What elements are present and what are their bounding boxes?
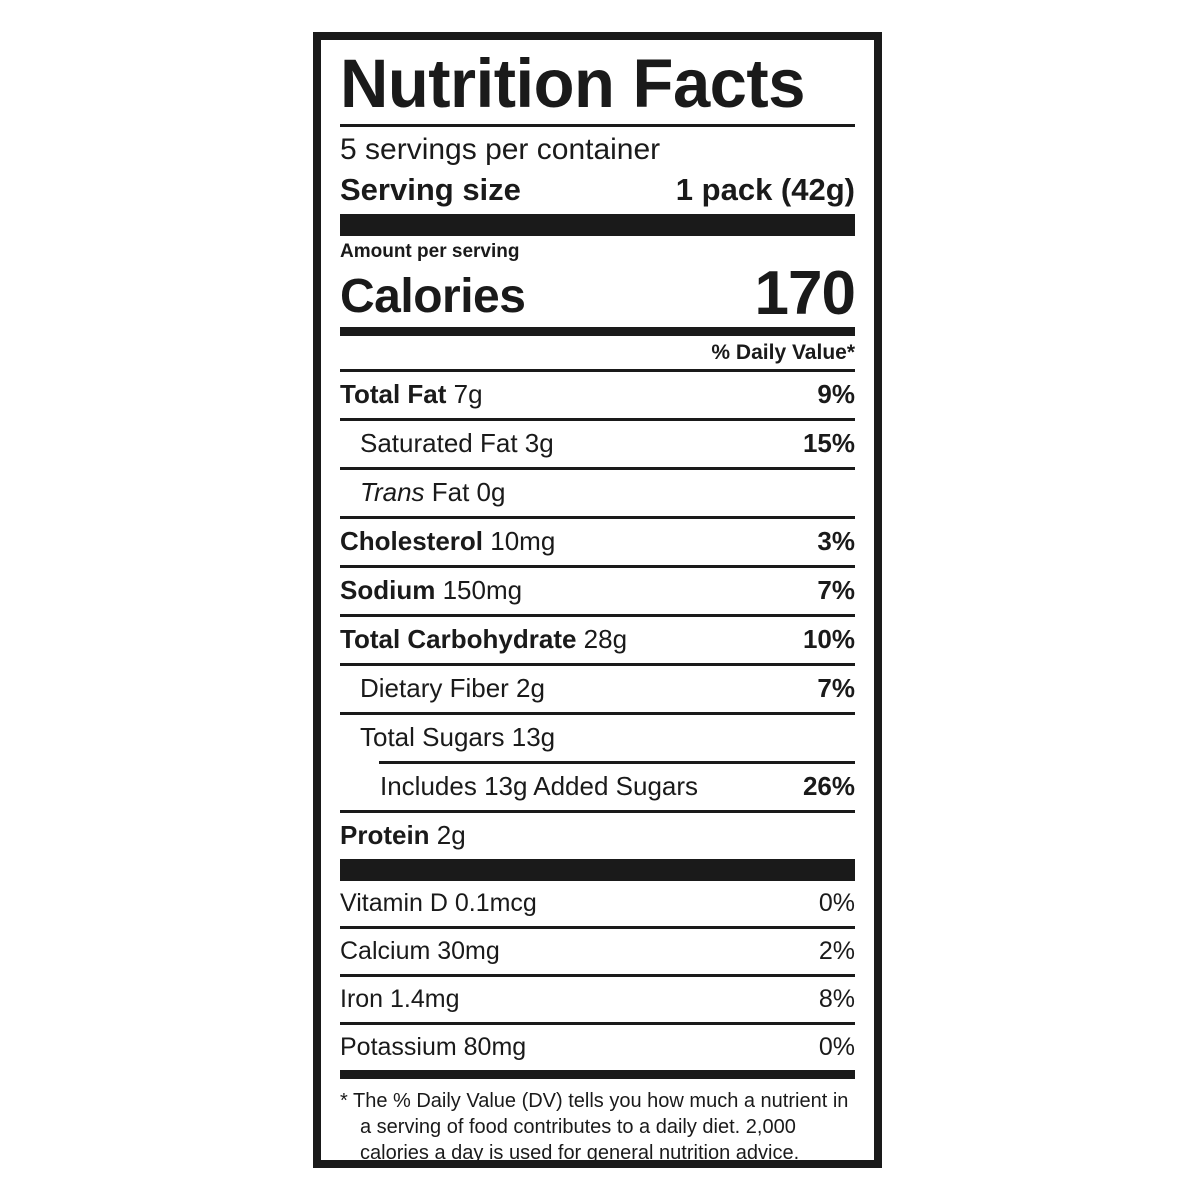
nutrient-name: Total Sugars 13g	[360, 722, 556, 752]
nutrient-name: Total Fat 7g	[340, 379, 483, 409]
vitamin-row: Potassium 80mg 0%	[340, 1025, 855, 1070]
nutrient-row: Cholesterol 10mg 3%	[340, 519, 855, 565]
nutrient-divider	[340, 516, 855, 519]
calories-label: Calories	[340, 270, 526, 323]
vitamin-name: Iron 1.4mg	[340, 985, 460, 1013]
vitamin-name: Vitamin D 0.1mcg	[340, 889, 537, 917]
nutrient-divider	[340, 712, 855, 715]
serving-size-value: 1 pack (42g)	[675, 172, 855, 207]
nutrient-divider	[379, 761, 855, 764]
calories-row: Calories 170	[340, 259, 856, 328]
nutrient-row: Trans Fat 0g	[340, 470, 855, 516]
vitamin-daily-value: 2%	[818, 937, 855, 965]
calories-divider	[340, 327, 855, 336]
nutrient-name: Saturated Fat 3g	[360, 428, 554, 458]
nutrient-name: Trans Fat 0g	[360, 477, 506, 507]
title-divider	[340, 124, 855, 127]
nutrient-daily-value: 10%	[802, 624, 855, 654]
nutrient-row: Sodium 150mg 7%	[340, 568, 855, 614]
nutrient-name: Total Carbohydrate 28g	[340, 624, 628, 654]
vitamin-daily-value: 8%	[818, 985, 855, 1013]
nutrient-name-bold: Protein	[340, 820, 430, 850]
nutrient-list: Total Fat 7g 9% Saturated Fat 3g 15% Trans F…	[340, 372, 855, 859]
vitamin-row: Calcium 30mg 2%	[340, 929, 855, 974]
nutrient-name: Protein 2g	[340, 820, 466, 850]
vitamin-name: Calcium 30mg	[340, 937, 500, 965]
nutrient-name-bold: Total Fat	[340, 379, 447, 409]
nutrition-facts-label: Nutrition Facts 5 servings per container…	[313, 32, 882, 1168]
protein-thick-divider	[340, 859, 855, 881]
vitamin-row: Vitamin D 0.1mcg 0%	[340, 881, 855, 926]
nutrient-name-bold: Total Carbohydrate	[340, 624, 577, 654]
nutrient-name: Cholesterol 10mg	[340, 526, 556, 556]
nutrient-name: Includes 13g Added Sugars	[380, 771, 699, 801]
nutrient-row: Protein 2g	[340, 813, 855, 859]
nutrient-row: Total Carbohydrate 28g 10%	[340, 617, 855, 663]
nutrient-daily-value: 26%	[802, 771, 855, 801]
vitamin-row: Iron 1.4mg 8%	[340, 977, 855, 1022]
nutrient-row: Includes 13g Added Sugars 26%	[340, 764, 855, 810]
serving-size-row: Serving size 1 pack (42g)	[340, 171, 855, 214]
nutrient-daily-value: 7%	[817, 673, 855, 703]
header-thick-divider	[340, 214, 855, 236]
daily-value-header: % Daily Value*	[711, 341, 855, 364]
vitamin-name: Potassium 80mg	[340, 1033, 527, 1061]
vitamin-daily-value: 0%	[818, 889, 855, 917]
vitamin-divider	[340, 926, 855, 929]
calories-value: 170	[754, 259, 856, 328]
servings-per-container: 5 servings per container	[340, 133, 661, 166]
nutrient-daily-value: 7%	[817, 575, 855, 605]
nutrient-divider	[340, 614, 855, 617]
nutrient-row: Saturated Fat 3g 15%	[340, 421, 855, 467]
vitamin-daily-value: 0%	[818, 1033, 855, 1061]
nutrient-row: Total Fat 7g 9%	[340, 372, 855, 418]
nutrient-daily-value: 15%	[802, 428, 855, 458]
vitamin-divider	[340, 974, 855, 977]
daily-value-divider	[340, 369, 855, 372]
nutrient-row: Dietary Fiber 2g 7%	[340, 666, 855, 712]
amount-per-serving-label: Amount per serving	[340, 241, 520, 262]
serving-size-label: Serving size	[340, 172, 521, 207]
nutrient-divider	[340, 467, 855, 470]
nutrient-row: Total Sugars 13g	[340, 715, 855, 761]
nutrient-name: Dietary Fiber 2g	[360, 673, 545, 703]
nutrient-divider	[340, 418, 855, 421]
nutrition-facts-inner: Nutrition Facts 5 servings per container…	[321, 40, 874, 1164]
daily-value-footnote: * The % Daily Value (DV) tells you how m…	[340, 1090, 849, 1164]
vitamins-bottom-divider	[340, 1070, 855, 1079]
nutrient-name: Sodium 150mg	[340, 575, 523, 605]
nutrient-divider	[340, 663, 855, 666]
nutrient-daily-value: 3%	[817, 526, 855, 556]
label-title: Nutrition Facts	[340, 45, 805, 122]
nutrient-daily-value: 9%	[817, 379, 855, 409]
vitamin-list: Vitamin D 0.1mcg 0% Calcium 30mg 2% Iron 1.4…	[340, 881, 855, 1070]
nutrient-name-italic: Trans	[360, 477, 425, 507]
nutrient-name-bold: Cholesterol	[340, 526, 484, 556]
nutrient-name-bold: Sodium	[340, 575, 436, 605]
nutrient-divider	[340, 810, 855, 813]
nutrient-divider	[340, 565, 855, 568]
vitamin-divider	[340, 1022, 855, 1025]
